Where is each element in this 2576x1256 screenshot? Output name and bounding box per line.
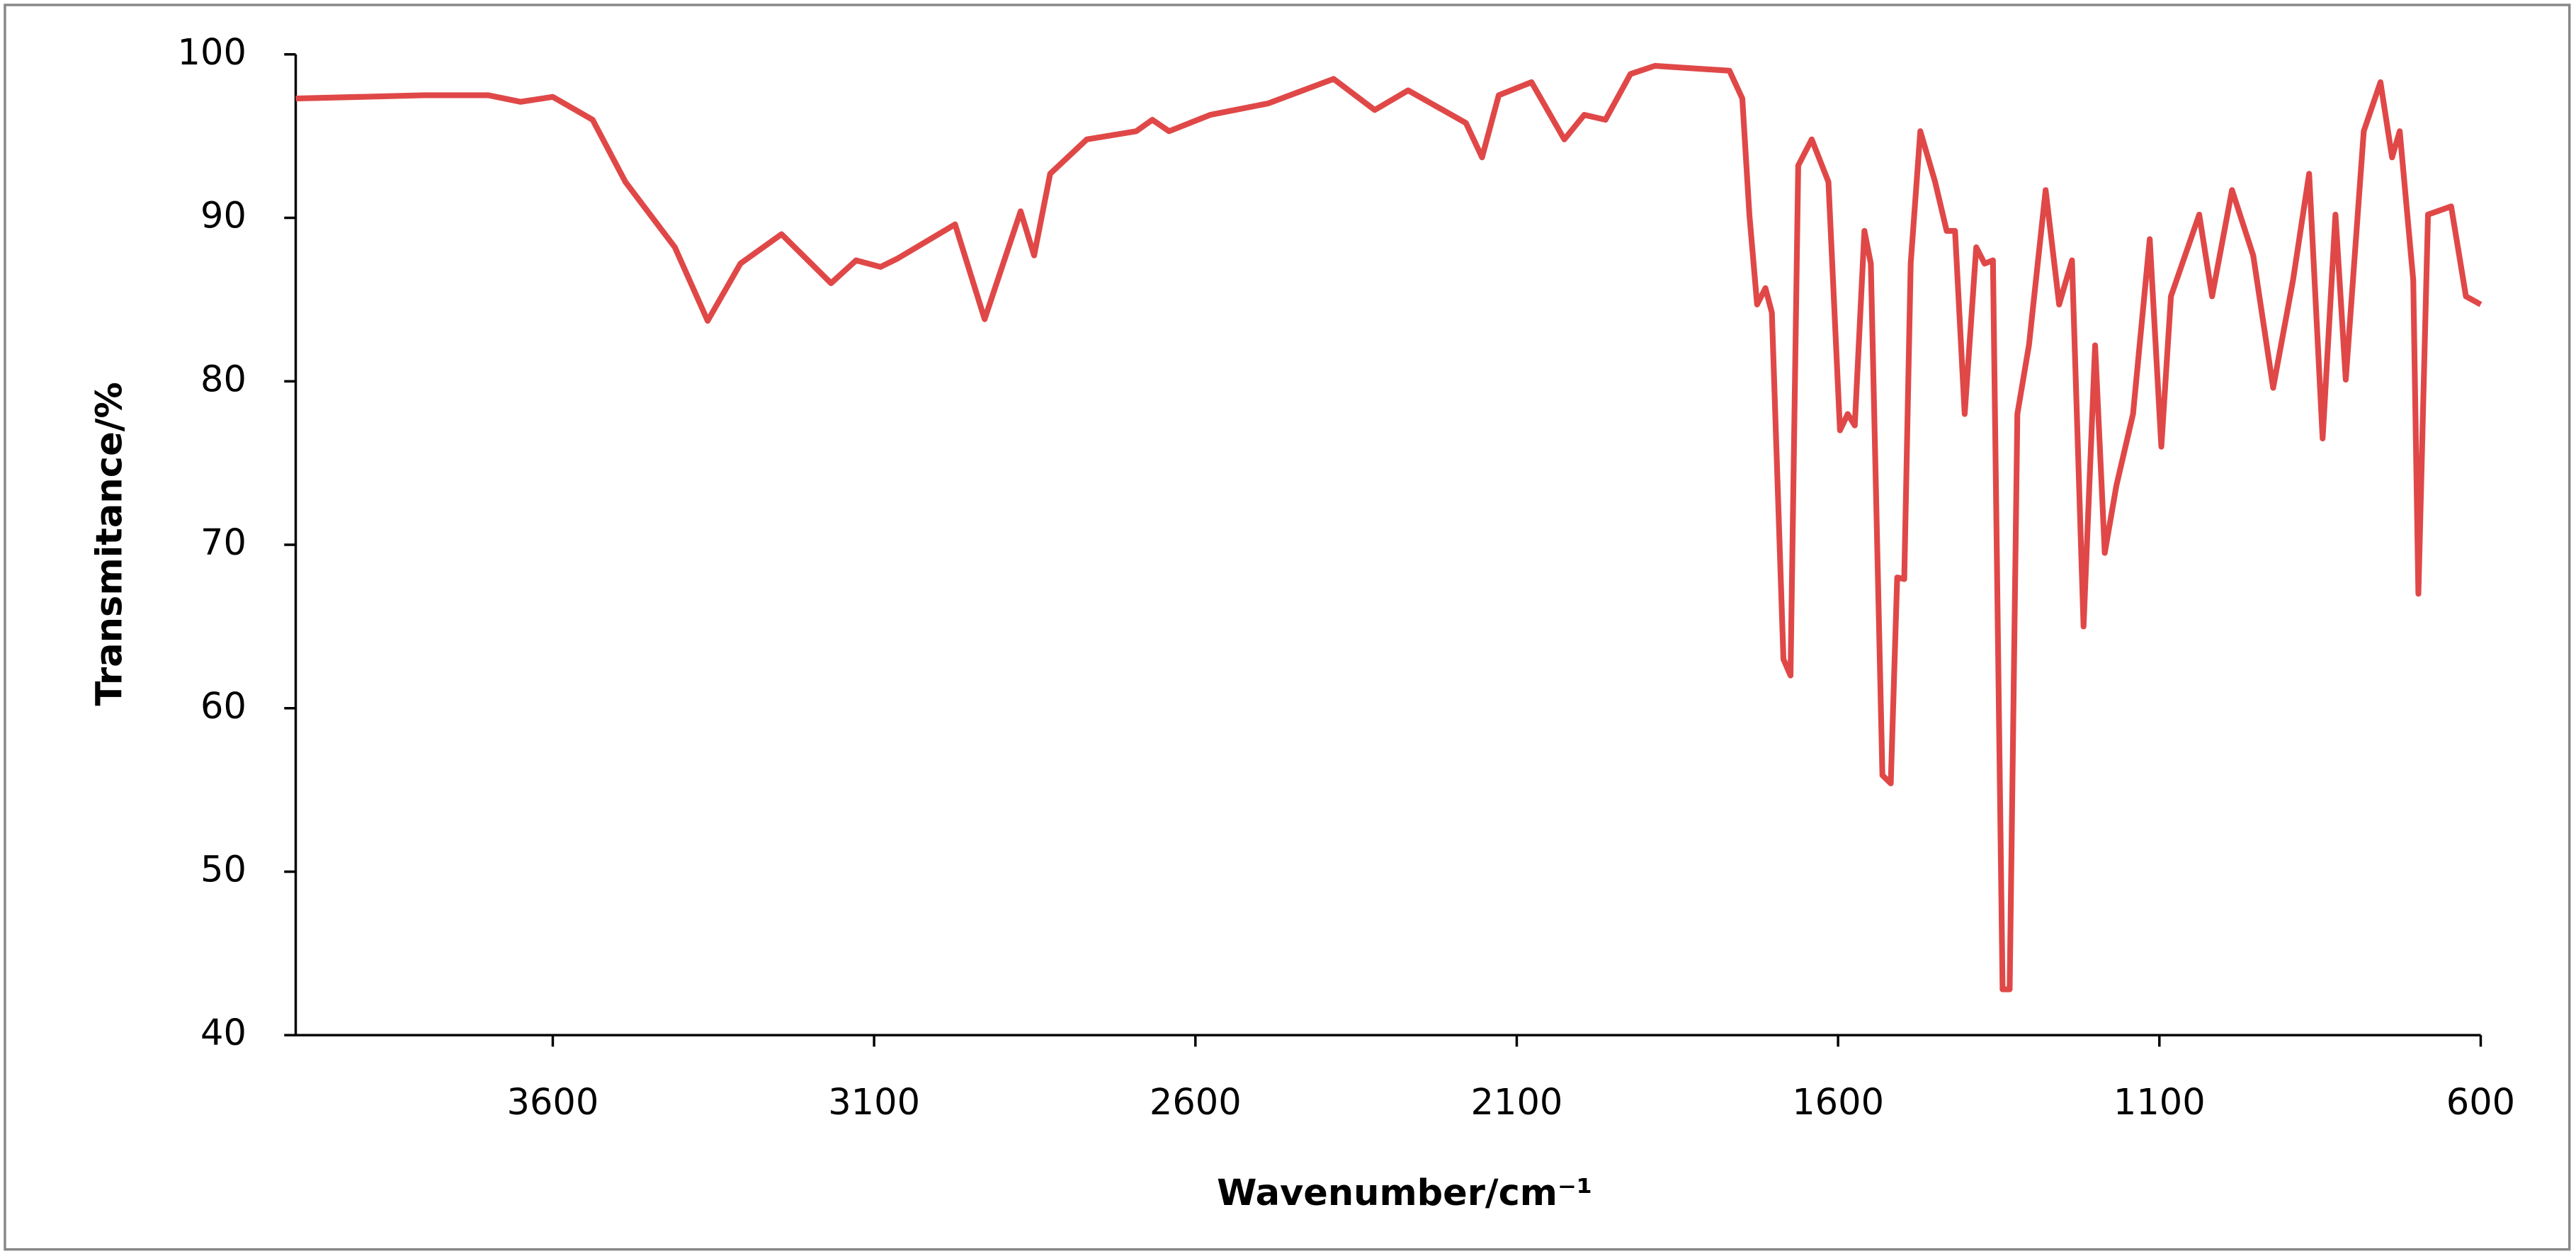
y-tick-label: 40 <box>200 1012 246 1054</box>
x-tick-label: 600 <box>2446 1082 2515 1124</box>
y-tick-label: 90 <box>200 195 246 237</box>
x-tick-label: 2100 <box>1471 1082 1563 1124</box>
y-tick-label: 100 <box>178 32 246 74</box>
x-tick-label: 3100 <box>828 1082 920 1124</box>
x-axis-title: Wavenumber/cm⁻¹ <box>1217 1172 1592 1214</box>
chart-frame <box>4 4 2571 1251</box>
x-tick-label: 3600 <box>507 1082 599 1124</box>
y-tick-label: 50 <box>200 849 246 890</box>
y-tick-label: 60 <box>200 686 246 728</box>
y-tick-label: 80 <box>200 358 246 400</box>
x-tick-label: 1600 <box>1792 1082 1884 1124</box>
spectrum-line <box>295 62 2483 992</box>
x-tick-label: 1100 <box>2113 1082 2206 1124</box>
y-tick-label: 70 <box>200 522 246 564</box>
x-tick-label: 2600 <box>1150 1082 1242 1124</box>
y-axis-title: Transmitance/% <box>89 382 131 706</box>
